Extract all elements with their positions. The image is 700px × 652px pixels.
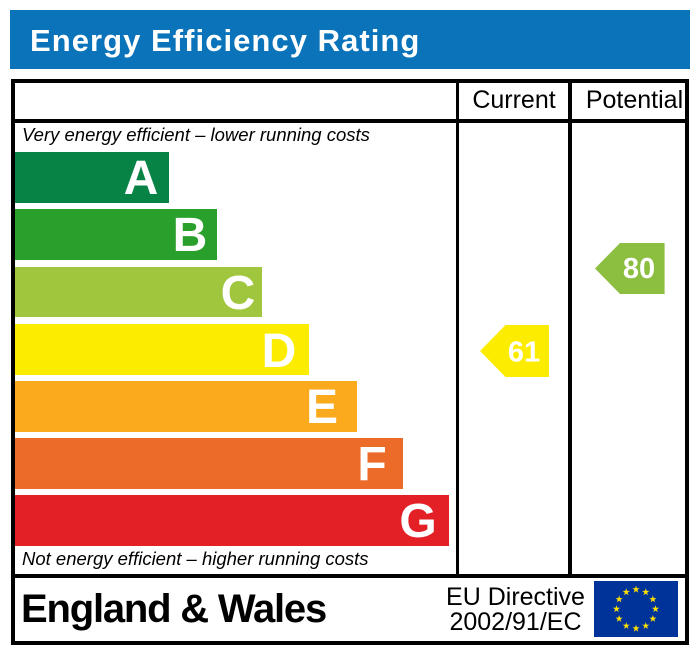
svg-text:80: 80 [623,253,655,285]
svg-text:61: 61 [508,337,540,369]
